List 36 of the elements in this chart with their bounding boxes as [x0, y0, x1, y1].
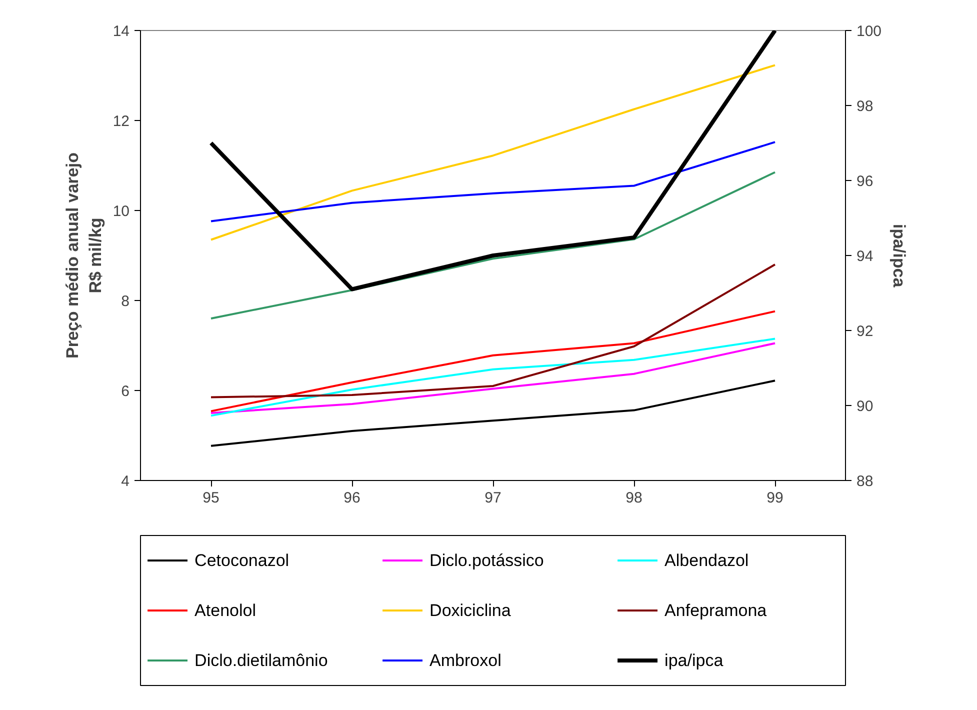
legend-label: Albendazol — [664, 551, 749, 570]
legend-label: Anfepramona — [664, 601, 768, 620]
y2-tick-label: 88 — [856, 473, 874, 490]
y-tick-label: 4 — [121, 473, 130, 490]
y2-tick-label: 96 — [856, 173, 874, 190]
x-tick-label: 96 — [344, 490, 360, 506]
y-tick-label: 8 — [121, 293, 130, 310]
line-series — [210, 264, 776, 398]
y2-axis-title: ipa/ipca — [890, 224, 909, 288]
x-tick-label: 95 — [202, 490, 220, 506]
y2-tick-label: 100 — [856, 23, 882, 40]
x-tick-label: 98 — [626, 490, 642, 506]
line-series — [210, 64, 776, 241]
y2-tick-label: 92 — [856, 323, 874, 340]
line-series — [210, 310, 776, 412]
legend-label: Diclo.potássico — [430, 551, 544, 570]
y2-tick-label: 98 — [856, 98, 874, 115]
legend-label: Atenolol — [194, 601, 256, 620]
y-axis-title: Preço médio anual varejo R$ mil/kg — [63, 152, 105, 358]
y-tick-label: 6 — [121, 383, 130, 400]
y2-tick-label: 94 — [856, 248, 874, 265]
legend-label: ipa/ipca — [664, 651, 724, 670]
x-tick-label: 99 — [766, 490, 784, 506]
line-series — [210, 141, 776, 222]
legend-label: Diclo.dietilamônio — [194, 651, 328, 670]
y-tick-label: 10 — [112, 203, 130, 220]
y-tick-label: 14 — [112, 23, 130, 40]
legend-label: Cetoconazol — [194, 551, 290, 570]
y2-tick-label: 90 — [856, 398, 874, 415]
line-series — [210, 380, 776, 447]
legend-label: Ambroxol — [430, 651, 502, 670]
legend-label: Doxiciclina — [430, 601, 512, 620]
line-series — [210, 171, 776, 320]
x-tick-label: 97 — [484, 490, 502, 506]
y-tick-label: 12 — [112, 113, 130, 130]
line-series — [209, 30, 777, 292]
